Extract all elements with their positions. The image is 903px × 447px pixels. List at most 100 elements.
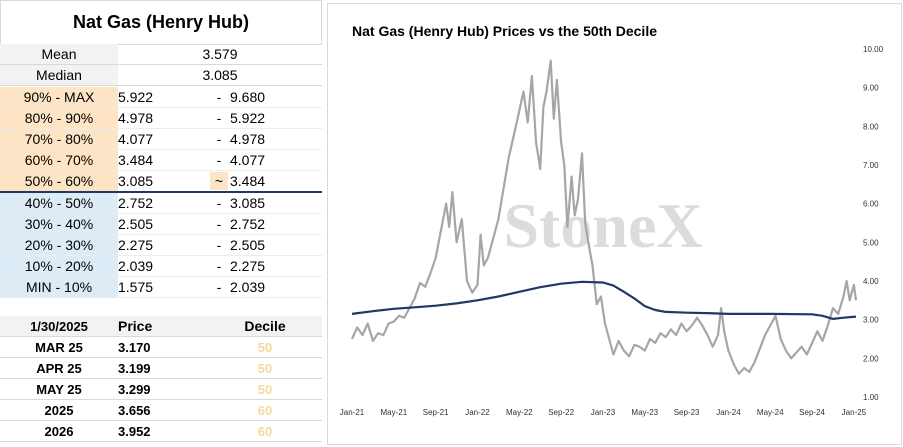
decile-high: 2.752 — [230, 213, 322, 235]
decile-high: 4.978 — [230, 128, 322, 150]
decile-label: 80% - 90% — [0, 107, 118, 129]
decile-row: 60% - 70% 3.484 - 4.077 — [0, 149, 322, 171]
decile-high: 2.275 — [230, 255, 322, 277]
decile-header: Decile — [208, 316, 322, 337]
decile-low: 3.484 — [118, 149, 208, 171]
y-tick-label: 6.00 — [863, 200, 879, 209]
decile-label: 40% - 50% — [0, 192, 118, 214]
price-row: MAR 25 3.170 50 — [0, 336, 322, 358]
table-title: Nat Gas (Henry Hub) — [0, 0, 322, 45]
decile-separator: - — [208, 149, 230, 171]
y-tick-label: 8.00 — [863, 122, 879, 131]
y-tick-label: 9.00 — [863, 84, 879, 93]
decile-separator: - — [208, 276, 230, 298]
decile-separator: ~ — [208, 170, 230, 193]
contract-price: 3.170 — [118, 336, 208, 358]
x-tick-label: May-23 — [631, 408, 658, 417]
decile-table: 90% - MAX 5.922 - 9.680 80% - 90% 4.978 … — [0, 87, 322, 298]
contract-price: 3.199 — [118, 357, 208, 379]
y-tick-label: 10.00 — [863, 45, 884, 54]
price-date: 1/30/2025 — [0, 316, 118, 337]
y-tick-label: 4.00 — [863, 277, 879, 286]
decile-row: 80% - 90% 4.978 - 5.922 — [0, 107, 322, 129]
x-tick-label: May-22 — [506, 408, 533, 417]
y-tick-label: 3.00 — [863, 316, 879, 325]
stat-row-median: Median 3.085 — [0, 64, 322, 86]
contract-decile: 60 — [208, 399, 322, 421]
decile-row-current: 50% - 60% 3.085 ~ 3.484 — [0, 170, 322, 193]
stat-label: Mean — [0, 44, 118, 65]
decile-row: 40% - 50% 2.752 - 3.085 — [0, 192, 322, 214]
price-row: APR 25 3.199 50 — [0, 357, 322, 379]
price-header: Price — [118, 316, 208, 337]
current-decile-marker: ~ — [209, 172, 229, 190]
x-tick-label: Jan-23 — [591, 408, 616, 417]
y-tick-label: 7.00 — [863, 161, 879, 170]
stat-row-mean: Mean 3.579 — [0, 44, 322, 65]
decile-low: 2.505 — [118, 213, 208, 235]
decile-separator: - — [208, 87, 230, 108]
contract-decile: 60 — [208, 420, 322, 442]
x-tick-label: Jan-25 — [842, 408, 867, 417]
x-tick-label: Jan-21 — [340, 408, 365, 417]
decile-separator: - — [208, 255, 230, 277]
decile-low: 4.077 — [118, 128, 208, 150]
contract-label: MAR 25 — [0, 336, 118, 358]
decile-row: 90% - MAX 5.922 - 9.680 — [0, 87, 322, 108]
decile-low: 4.978 — [118, 107, 208, 129]
contract-decile: 50 — [208, 336, 322, 358]
decile-label: 30% - 40% — [0, 213, 118, 235]
plot-lines — [350, 59, 858, 375]
decile-row: 30% - 40% 2.505 - 2.752 — [0, 213, 322, 235]
x-tick-label: Sep-21 — [423, 408, 449, 417]
decile-low: 2.275 — [118, 234, 208, 256]
x-tick-label: Sep-22 — [548, 408, 574, 417]
price-table-header: 1/30/2025 Price Decile — [0, 316, 322, 337]
decile-low: 2.039 — [118, 255, 208, 277]
decile-row: 10% - 20% 2.039 - 2.275 — [0, 255, 322, 277]
decile-high: 5.922 — [230, 107, 322, 129]
stat-value: 3.085 — [118, 64, 322, 86]
contract-label: APR 25 — [0, 357, 118, 379]
decile-label: 20% - 30% — [0, 234, 118, 256]
decile-label: 70% - 80% — [0, 128, 118, 150]
decile-row: 70% - 80% 4.077 - 4.978 — [0, 128, 322, 150]
decile-separator: - — [208, 213, 230, 235]
y-tick-label: 1.00 — [863, 393, 879, 402]
price-row: 2026 3.952 60 — [0, 420, 322, 442]
decile-high: 2.039 — [230, 276, 322, 298]
median-series-line — [351, 280, 857, 320]
decile-high: 3.484 — [230, 170, 322, 193]
decile-high: 3.085 — [230, 192, 322, 214]
x-tick-label: May-21 — [380, 408, 407, 417]
decile-separator: - — [208, 128, 230, 150]
left-panel: Nat Gas (Henry Hub) Mean 3.579 Median 3.… — [0, 0, 322, 447]
price-series-line — [350, 59, 858, 375]
decile-separator: - — [208, 234, 230, 256]
price-chart: Nat Gas (Henry Hub) Prices vs the 50th D… — [340, 23, 884, 417]
decile-label: 50% - 60% — [0, 170, 118, 193]
stonex-watermark: StoneX — [503, 190, 702, 261]
x-tick-label: May-24 — [757, 408, 784, 417]
y-tick-label: 5.00 — [863, 238, 879, 247]
price-row: MAY 25 3.299 50 — [0, 378, 322, 400]
y-axis: 1.00 2.00 3.00 4.00 5.00 6.00 7.00 8.00 9.00 10.0… — [863, 45, 884, 402]
decile-low: 2.752 — [118, 192, 208, 214]
contract-price: 3.656 — [118, 399, 208, 421]
chart-title: Nat Gas (Henry Hub) Prices vs the 50th D… — [352, 23, 657, 39]
decile-row: 20% - 30% 2.275 - 2.505 — [0, 234, 322, 256]
decile-high: 9.680 — [230, 87, 322, 108]
contract-price: 3.299 — [118, 378, 208, 400]
price-row: 2025 3.656 60 — [0, 399, 322, 421]
decile-label: 60% - 70% — [0, 149, 118, 171]
x-tick-label: Jan-22 — [465, 408, 490, 417]
contract-label: MAY 25 — [0, 378, 118, 400]
decile-label: 10% - 20% — [0, 255, 118, 277]
stat-label: Median — [0, 64, 118, 86]
chart-panel: Nat Gas (Henry Hub) Prices vs the 50th D… — [327, 3, 902, 445]
decile-low: 1.575 — [118, 276, 208, 298]
stats-table: Mean 3.579 Median 3.085 — [0, 44, 322, 86]
contract-label: 2025 — [0, 399, 118, 421]
stat-value: 3.579 — [118, 44, 322, 65]
contract-decile: 50 — [208, 357, 322, 379]
